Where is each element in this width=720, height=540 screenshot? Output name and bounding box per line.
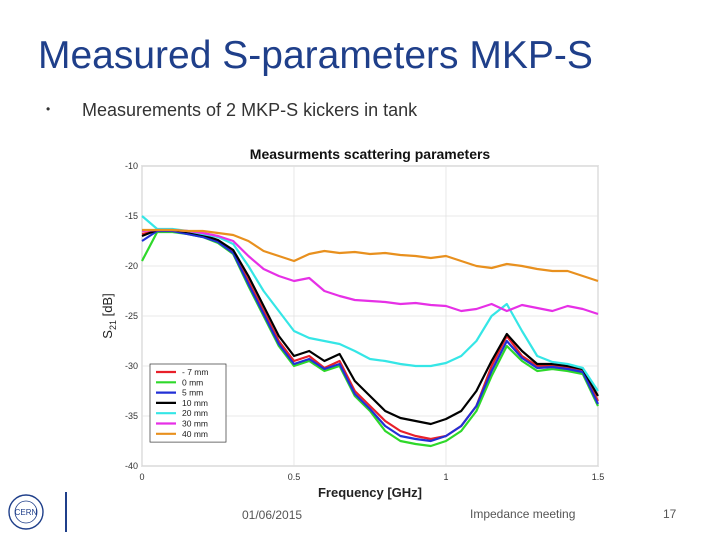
series-line-6 — [142, 228, 599, 283]
x-tick-label: 0.5 — [288, 472, 301, 482]
cern-logo: CERN — [8, 494, 44, 530]
x-tick-label: 1.5 — [592, 472, 605, 482]
x-tick-label: 0 — [139, 472, 144, 482]
y-tick-label: -10 — [125, 161, 138, 171]
legend-label: - 7 mm — [182, 367, 208, 377]
slide-title: Measured S-parameters MKP-S — [38, 34, 593, 77]
series-line-2 — [141, 229, 599, 443]
series-line-5 — [141, 228, 599, 316]
chart-title: Measurments scattering parameters — [250, 146, 491, 162]
legend-label: 10 mm — [182, 398, 208, 408]
y-axis-label: S21 [dB] — [100, 293, 118, 338]
y-tick-label: -30 — [125, 361, 138, 371]
footer-date: 01/06/2015 — [242, 508, 303, 522]
y-tick-label: -40 — [125, 461, 138, 471]
y-tick-label: -25 — [125, 311, 138, 321]
bullet-dot-icon: • — [46, 102, 51, 116]
footer-meeting: Impedance meeting — [470, 507, 576, 521]
legend-label: 5 mm — [182, 388, 203, 398]
x-tick-label: 1 — [443, 472, 448, 482]
y-tick-label: -15 — [125, 211, 138, 221]
x-axis-label: Frequency [GHz] — [318, 485, 422, 500]
legend-label: 40 mm — [182, 429, 208, 439]
page-number: 17 — [663, 507, 677, 521]
logo-divider — [65, 492, 67, 532]
y-tick-label: -20 — [125, 261, 138, 271]
legend-label: 20 mm — [182, 408, 208, 418]
legend-label: 0 mm — [182, 377, 203, 387]
tick-layer: 0 0.5 1 1.5 -10 -15 -20 -25 -30 -35 -40 — [125, 161, 604, 482]
series-line-3 — [141, 228, 599, 426]
legend-label: 30 mm — [182, 419, 208, 429]
y-tick-label: -35 — [125, 411, 138, 421]
logo-text: CERN — [15, 508, 38, 517]
series-layer — [141, 215, 599, 448]
bullet-text: Measurements of 2 MKP-S kickers in tank — [82, 100, 418, 120]
